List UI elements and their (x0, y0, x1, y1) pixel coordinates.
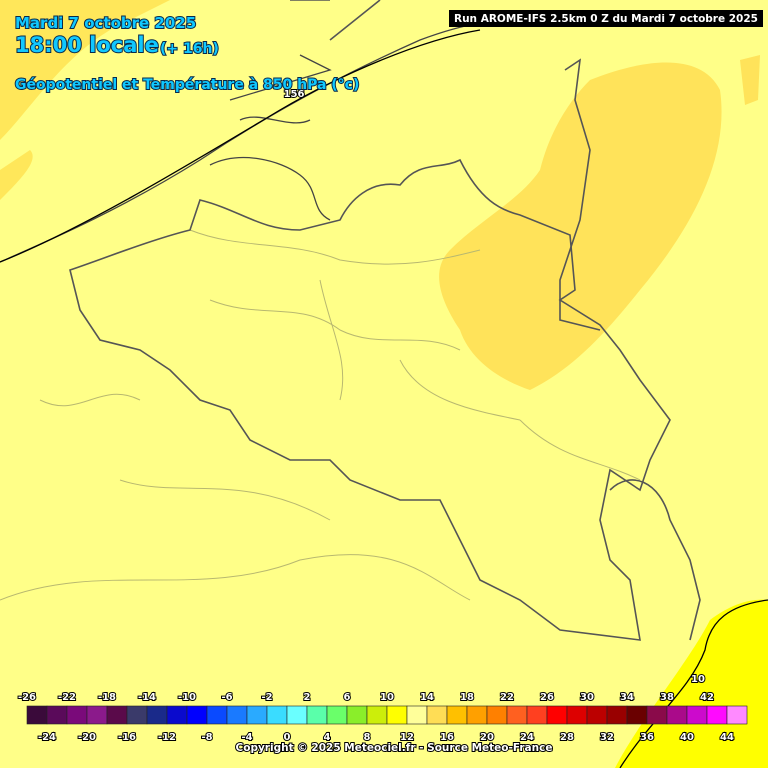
scale-swatch (526, 705, 548, 725)
temperature-area (740, 55, 760, 105)
scale-swatch (486, 705, 508, 725)
scale-label: 44 (720, 732, 734, 743)
country-border (559, 58, 701, 641)
color-scale: -26 -22 -18 -14 -10 -6 -2 2 6 10 14 18 22 26 30 34 38 42-… (17, 691, 748, 744)
geopotential-contour (0, 29, 481, 263)
scale-label: 30 (580, 692, 594, 703)
scale-swatch (206, 705, 228, 725)
scale-swatch (506, 705, 528, 725)
scale-swatch (426, 705, 448, 725)
scale-swatch (166, 705, 188, 725)
scale-swatch (466, 705, 488, 725)
scale-swatch (626, 705, 648, 725)
scale-swatch (546, 705, 568, 725)
scale-swatch (706, 705, 728, 725)
isotherm-contour (619, 599, 768, 768)
scale-swatch (126, 705, 148, 725)
scale-swatch (406, 705, 428, 725)
scale-label: 16 (440, 732, 454, 743)
scale-label: 26 (540, 692, 554, 703)
scale-swatch (66, 705, 88, 725)
scale-label: -20 (78, 732, 96, 743)
country-border (69, 158, 671, 641)
scale-label: -10 (178, 692, 196, 703)
scale-label: 12 (400, 732, 414, 743)
run-text: Run AROME-IFS 2.5km 0 Z du Mardi 7 octob… (454, 13, 758, 25)
scale-swatch (306, 705, 328, 725)
scale-label: 14 (420, 692, 434, 703)
scale-swatch (586, 705, 608, 725)
region-line (0, 229, 641, 601)
temperature-area (0, 0, 170, 140)
scale-swatch (186, 705, 208, 725)
contour-label: 156 (284, 89, 305, 100)
scale-label: 34 (620, 692, 634, 703)
temperature-area (615, 599, 768, 768)
scale-label: 2 (304, 692, 311, 703)
run-box (449, 10, 763, 27)
scale-label: 18 (460, 692, 474, 703)
scale-label: 38 (660, 692, 674, 703)
scale-swatch (86, 705, 108, 725)
scale-label: -12 (158, 732, 176, 743)
scale-swatch (606, 705, 628, 725)
scale-label: -24 (38, 732, 56, 743)
scale-label: 8 (364, 732, 371, 743)
scale-label: 36 (640, 732, 654, 743)
scale-swatch (686, 705, 708, 725)
scale-label: 22 (500, 692, 514, 703)
scale-label: 24 (520, 732, 534, 743)
scale-swatch (46, 705, 68, 725)
scale-swatch (246, 705, 268, 725)
scale-swatch (726, 705, 748, 725)
time-text: 18:00 locale (15, 33, 159, 57)
scale-label: -14 (138, 692, 156, 703)
scale-label: 40 (680, 732, 694, 743)
scale-label: -18 (98, 692, 116, 703)
scale-swatch (446, 705, 468, 725)
scale-swatch (106, 705, 128, 725)
parameter-text: Géopotentiel et Température à 850 hPa (°… (15, 77, 359, 93)
scale-label: -4 (241, 732, 252, 743)
scale-label: 20 (480, 732, 494, 743)
scale-label: 0 (284, 732, 291, 743)
scale-swatch (666, 705, 688, 725)
scale-swatch (266, 705, 288, 725)
scale-swatch (346, 705, 368, 725)
scale-swatch (326, 705, 348, 725)
temperature-area (439, 62, 722, 390)
scale-label: -2 (261, 692, 272, 703)
scale-label: -8 (201, 732, 212, 743)
temperature-area (0, 150, 33, 200)
scale-swatch (366, 705, 388, 725)
scale-swatch (566, 705, 588, 725)
scale-label: 4 (324, 732, 331, 743)
scale-label: 42 (700, 692, 714, 703)
scale-label: 6 (344, 692, 351, 703)
scale-swatch (286, 705, 308, 725)
scale-label: 32 (600, 732, 614, 743)
scale-swatch (386, 705, 408, 725)
date-text: Mardi 7 octobre 2025 (15, 14, 196, 32)
scale-label: 10 (380, 692, 394, 703)
scale-swatch (646, 705, 668, 725)
lead-text: (+ 16h) (160, 41, 219, 57)
scale-swatch (146, 705, 168, 725)
scale-label: -26 (18, 692, 36, 703)
scale-label: -6 (221, 692, 232, 703)
scale-swatch (26, 705, 48, 725)
scale-label: -16 (118, 732, 136, 743)
country-border (290, 0, 381, 41)
scale-swatch (226, 705, 248, 725)
contour-label: 10 (691, 674, 705, 685)
copyright: Copyright © 2025 Meteociel.fr - Source M… (236, 742, 553, 754)
scale-label: -22 (58, 692, 76, 703)
scale-label: 28 (560, 732, 574, 743)
